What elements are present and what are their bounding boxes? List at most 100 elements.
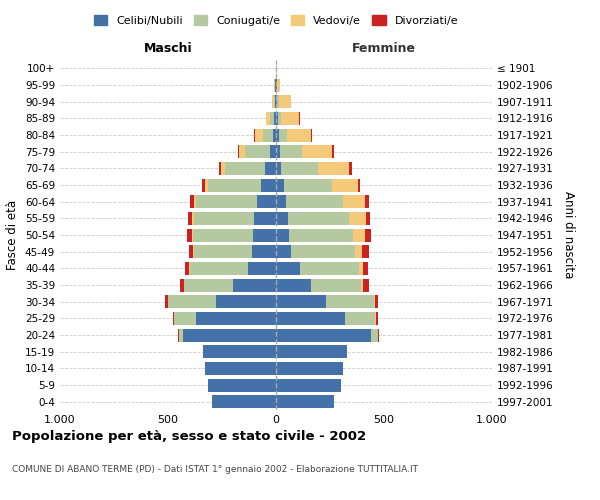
- Bar: [278, 128, 287, 141]
- Bar: [188, 245, 193, 258]
- Bar: [291, 245, 355, 258]
- Bar: [275, 78, 276, 92]
- Bar: [193, 245, 194, 258]
- Bar: [238, 145, 239, 158]
- Bar: [208, 378, 276, 392]
- Bar: [332, 178, 358, 192]
- Bar: [374, 295, 376, 308]
- Bar: [194, 212, 254, 225]
- Bar: [281, 112, 299, 125]
- Bar: [275, 95, 276, 108]
- Bar: [276, 178, 284, 192]
- Bar: [378, 328, 379, 342]
- Bar: [276, 345, 347, 358]
- Bar: [183, 328, 276, 342]
- Bar: [288, 212, 349, 225]
- Bar: [190, 262, 248, 275]
- Bar: [266, 112, 271, 125]
- Bar: [221, 162, 225, 175]
- Bar: [184, 278, 233, 291]
- Bar: [276, 278, 311, 291]
- Legend: Celibi/Nubili, Coniugati/e, Vedovi/e, Divorziati/e: Celibi/Nubili, Coniugati/e, Vedovi/e, Di…: [89, 10, 463, 30]
- Bar: [202, 178, 205, 192]
- Bar: [376, 312, 378, 325]
- Bar: [265, 162, 276, 175]
- Bar: [173, 312, 175, 325]
- Bar: [311, 128, 312, 141]
- Bar: [358, 178, 360, 192]
- Bar: [276, 328, 371, 342]
- Bar: [365, 212, 370, 225]
- Text: Popolazione per età, sesso e stato civile - 2002: Popolazione per età, sesso e stato civil…: [12, 430, 366, 443]
- Bar: [278, 112, 281, 125]
- Bar: [276, 95, 277, 108]
- Bar: [203, 345, 276, 358]
- Bar: [219, 162, 221, 175]
- Bar: [254, 212, 276, 225]
- Bar: [359, 262, 364, 275]
- Bar: [361, 278, 364, 291]
- Bar: [300, 262, 359, 275]
- Bar: [364, 278, 369, 291]
- Bar: [239, 145, 245, 158]
- Bar: [252, 245, 276, 258]
- Bar: [276, 362, 343, 375]
- Bar: [272, 95, 274, 108]
- Bar: [225, 162, 265, 175]
- Bar: [274, 78, 275, 92]
- Bar: [205, 178, 208, 192]
- Text: Maschi: Maschi: [143, 42, 193, 55]
- Bar: [274, 95, 275, 108]
- Bar: [276, 128, 278, 141]
- Bar: [254, 128, 255, 141]
- Bar: [353, 228, 365, 241]
- Bar: [263, 128, 274, 141]
- Y-axis label: Fasce di età: Fasce di età: [7, 200, 19, 270]
- Bar: [302, 145, 332, 158]
- Bar: [269, 145, 276, 158]
- Bar: [178, 328, 179, 342]
- Bar: [190, 195, 194, 208]
- Bar: [274, 112, 276, 125]
- Bar: [274, 128, 276, 141]
- Bar: [253, 228, 276, 241]
- Bar: [280, 145, 302, 158]
- Bar: [355, 245, 362, 258]
- Bar: [261, 178, 276, 192]
- Y-axis label: Anni di nascita: Anni di nascita: [562, 192, 575, 278]
- Bar: [196, 312, 276, 325]
- Bar: [326, 295, 374, 308]
- Bar: [277, 78, 280, 92]
- Bar: [271, 112, 274, 125]
- Bar: [365, 228, 371, 241]
- Bar: [276, 262, 300, 275]
- Bar: [276, 228, 289, 241]
- Bar: [215, 295, 276, 308]
- Bar: [248, 262, 276, 275]
- Bar: [233, 278, 276, 291]
- Bar: [196, 195, 257, 208]
- Bar: [276, 145, 280, 158]
- Bar: [276, 312, 345, 325]
- Bar: [208, 178, 261, 192]
- Text: COMUNE DI ABANO TERME (PD) - Dati ISTAT 1° gennaio 2002 - Elaborazione TUTTITALI: COMUNE DI ABANO TERME (PD) - Dati ISTAT …: [12, 465, 418, 474]
- Bar: [284, 178, 332, 192]
- Bar: [276, 195, 286, 208]
- Bar: [343, 195, 365, 208]
- Bar: [279, 95, 290, 108]
- Bar: [332, 145, 334, 158]
- Bar: [194, 195, 196, 208]
- Bar: [179, 328, 183, 342]
- Bar: [194, 245, 252, 258]
- Bar: [362, 245, 369, 258]
- Bar: [185, 262, 189, 275]
- Bar: [175, 312, 196, 325]
- Bar: [189, 262, 190, 275]
- Bar: [276, 245, 291, 258]
- Bar: [276, 395, 334, 408]
- Bar: [180, 278, 184, 291]
- Bar: [188, 212, 192, 225]
- Bar: [289, 228, 353, 241]
- Bar: [287, 128, 311, 141]
- Bar: [349, 212, 365, 225]
